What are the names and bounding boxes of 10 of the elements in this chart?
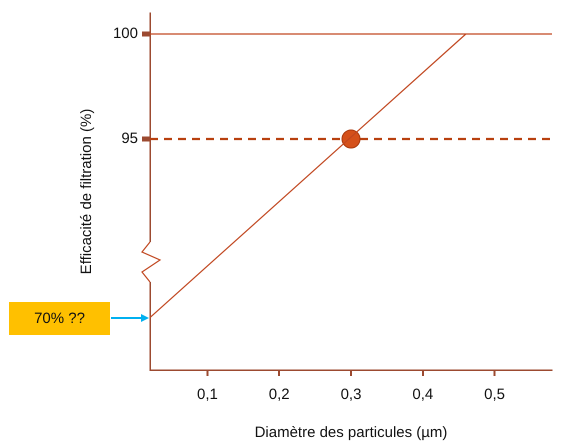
- y-axis-title: Efficacité de filtration (%): [78, 108, 96, 274]
- y-tick-label: 100: [112, 25, 138, 42]
- text: 70% ??: [9, 302, 110, 335]
- x-tick-label: 0,5: [484, 386, 505, 404]
- x-tick-label: 0,4: [412, 386, 434, 404]
- x-axis-title: Diamètre des particules (µm): [254, 424, 448, 442]
- y-tick-label: 95: [121, 130, 138, 148]
- x-tick-label: 0,3: [340, 386, 362, 404]
- x-tick-label: 0,2: [268, 386, 290, 404]
- x-tick-label: 0,1: [197, 386, 218, 404]
